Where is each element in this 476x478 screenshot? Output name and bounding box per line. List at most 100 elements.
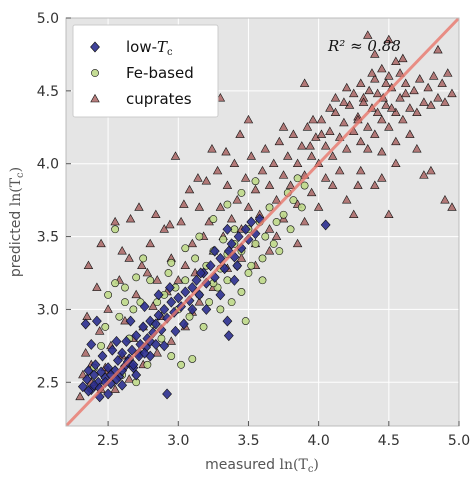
data-point [124,253,134,262]
data-point [429,71,439,80]
data-point [153,309,164,321]
data-point [134,202,144,211]
data-point [342,82,352,92]
data-point [381,78,391,87]
data-point [166,336,176,345]
data-point [356,136,366,146]
data-point [125,315,136,327]
data-point [101,323,110,331]
data-point [419,170,429,179]
data-point [297,203,306,212]
x-tick-label: 5.0 [448,433,470,449]
data-point [184,184,195,194]
data-point [132,273,141,282]
data-point [104,290,113,299]
data-point [131,289,141,299]
data-point [316,114,327,124]
data-point [216,305,225,314]
data-point [433,44,443,54]
data-point [320,173,331,182]
data-point [353,180,363,189]
data-point [236,253,247,262]
data-point [302,122,313,131]
data-point [83,385,94,397]
data-point [426,165,436,175]
data-point [271,231,282,240]
data-point [285,180,296,189]
data-point [447,88,457,98]
data-point [131,369,142,381]
data-point [187,303,198,315]
data-point [395,68,405,77]
data-point [330,107,341,117]
data-point [384,122,394,131]
data-point [339,97,349,106]
data-point [159,224,169,233]
data-point [275,247,284,256]
data-point [205,260,216,272]
data-point [363,144,373,153]
data-point [320,219,331,231]
data-point [82,373,92,385]
data-point [391,136,401,146]
data-point [271,195,282,204]
y-tick-label: 4.5 [37,84,59,100]
data-point [131,330,142,342]
data-point [286,225,295,234]
data-point [426,100,436,109]
data-point [423,82,433,92]
data-point [306,187,317,197]
data-point [129,305,138,314]
data-point [308,114,318,124]
legend-marker [91,69,99,77]
data-point [199,323,208,331]
data-point [264,180,275,189]
data-point [170,151,181,160]
y-tick-label: 4.0 [37,157,59,173]
data-point [405,129,415,138]
data-point [151,209,161,219]
data-point [222,180,233,189]
data-point [320,141,331,150]
data-point [110,216,120,226]
data-point [246,151,256,160]
data-point [305,141,315,150]
y-tick-label: 5.0 [37,11,59,27]
data-point [377,114,387,124]
data-point [86,338,97,350]
data-point [356,78,366,87]
data-point [103,304,113,313]
data-point [97,341,105,350]
data-point [215,252,226,264]
data-point [364,85,374,95]
r-squared-annotation: R² ≈ 0.88 [327,37,401,55]
data-point [121,298,129,307]
y-tick-label: 3.0 [37,302,59,318]
data-point [381,100,391,109]
data-point [80,318,91,330]
data-point [137,260,147,270]
data-point [414,74,425,83]
data-point [241,317,250,325]
data-point [384,34,394,44]
y-axis-title: predicted ln(Tc) [8,167,26,277]
data-point [80,348,91,357]
data-point [229,158,240,168]
data-point [377,173,387,182]
data-point [226,213,237,223]
data-point [297,141,307,150]
data-point [96,366,106,378]
legend-label: cuprates [126,90,192,108]
data-point [233,231,244,243]
legend-item: cuprates [90,90,192,108]
data-point [405,103,415,112]
data-point [75,391,85,401]
data-point [194,289,205,301]
data-point [195,232,204,241]
data-points [75,30,457,403]
data-point [370,74,380,83]
data-point [367,68,377,77]
data-point [384,71,394,80]
x-axis-title: measured ln(Tc) [205,457,319,475]
data-point [96,238,106,248]
